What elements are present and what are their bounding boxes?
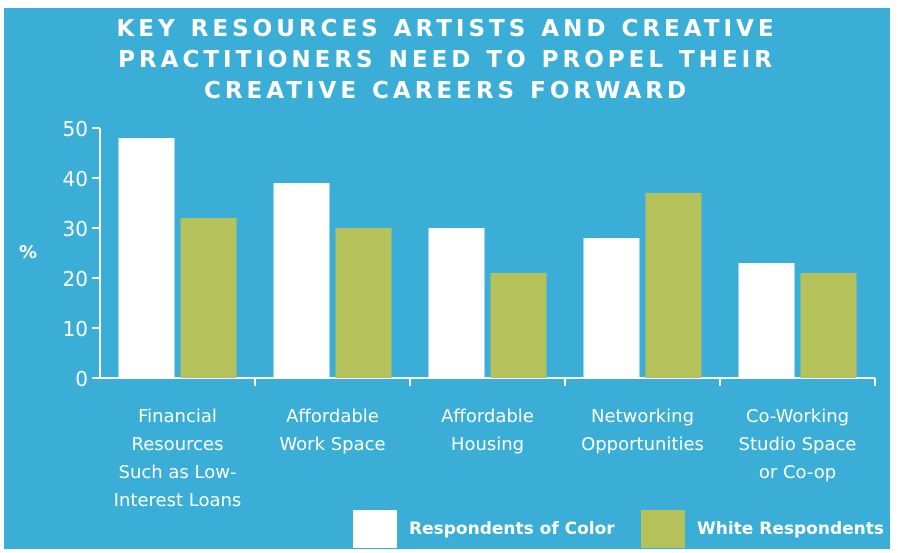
x-tick-label: Work Space [279, 434, 385, 455]
y-tick-label: 50 [63, 117, 88, 141]
x-tick-label: Opportunities [581, 434, 704, 455]
y-tick-label: 40 [63, 167, 88, 191]
title-line: KEY RESOURCES ARTISTS AND CREATIVE [116, 16, 778, 42]
bar [738, 263, 795, 378]
x-tick-label: Such as Low- [119, 462, 237, 483]
legend: Respondents of Color White Respondents [0, 510, 898, 548]
legend-label: Respondents of Color [409, 519, 615, 539]
y-tick-label: 0 [75, 367, 88, 391]
y-tick-label: 30 [63, 217, 88, 241]
legend-swatch-respondents-of-color [353, 510, 397, 548]
legend-item-respondents-of-color: Respondents of Color [353, 510, 615, 548]
bar [273, 183, 330, 378]
bar [335, 228, 392, 378]
bar [428, 228, 485, 378]
x-tick-label: Housing [451, 434, 524, 455]
x-tick-label: Affordable [286, 406, 379, 427]
bar [800, 273, 857, 378]
legend-label: White Respondents [697, 519, 884, 539]
y-tick-label: 10 [63, 317, 88, 341]
bar [180, 218, 237, 378]
y-tick-label: 20 [63, 267, 88, 291]
y-axis-label: % [19, 242, 37, 263]
x-tick-label: or Co-op [759, 462, 836, 483]
x-tick-label: Affordable [441, 406, 534, 427]
x-tick-label: Resources [132, 434, 224, 455]
x-tick-label: Financial [138, 406, 217, 427]
legend-swatch-white-respondents [641, 510, 685, 548]
title-line: CREATIVE CAREERS FORWARD [203, 78, 691, 104]
chart-title: KEY RESOURCES ARTISTS AND CREATIVE PRACT… [4, 14, 890, 107]
title-line: PRACTITIONERS NEED TO PROPEL THEIR [118, 47, 776, 73]
x-tick-label: Interest Loans [114, 490, 242, 511]
x-tick-label: Networking [591, 406, 694, 427]
bar [490, 273, 547, 378]
x-tick-label: Co-Working [746, 406, 849, 427]
bar [583, 238, 640, 378]
bar [645, 193, 702, 378]
bar [118, 138, 175, 378]
x-tick-label: Studio Space [739, 434, 857, 455]
legend-item-white-respondents: White Respondents [641, 510, 884, 548]
